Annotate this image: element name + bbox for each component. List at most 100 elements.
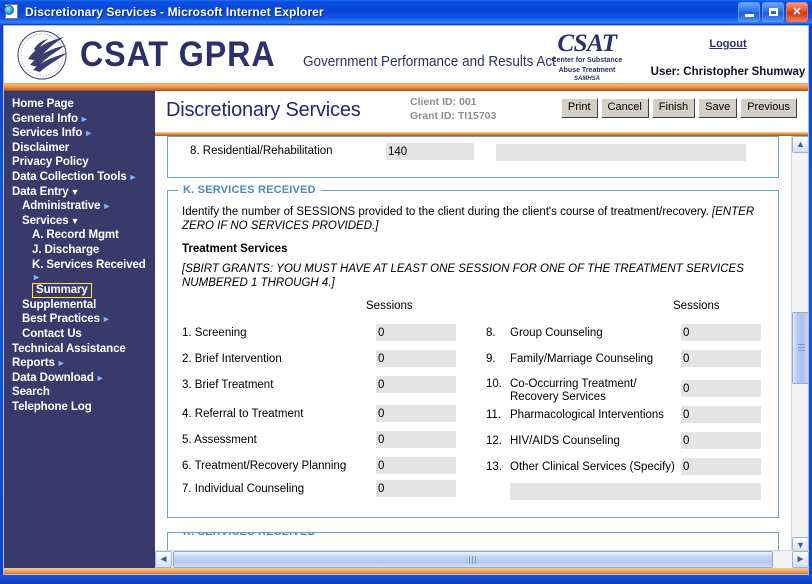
chevron-right-icon: ► <box>128 171 138 182</box>
sidebar-item-label: General Info <box>12 112 78 125</box>
user-area: Logout User: Christopher Shumway <box>649 34 807 78</box>
sidebar-item-label: Disclaimer <box>12 141 70 154</box>
sidebar-item-data-collection-tools[interactable]: Data Collection Tools ► <box>4 170 155 185</box>
field-label-family-marriage-counseling: Family/Marriage Counseling <box>510 353 654 365</box>
window-statusbar <box>0 575 812 584</box>
field-input-group-counseling[interactable] <box>681 324 761 341</box>
panel-services-received: K. SERVICES RECEIVED Identify the number… <box>167 184 779 518</box>
sidebar-item-reports[interactable]: Reports ► <box>4 356 155 371</box>
sessions-header-left: Sessions <box>366 300 413 312</box>
page-header: Discretionary Services Client ID: 001 Gr… <box>155 91 808 132</box>
chevron-down-icon: ▼ <box>70 215 80 226</box>
close-button[interactable]: ✕ <box>786 2 808 22</box>
sidebar-item-best-practices[interactable]: Best Practices ► <box>4 312 155 327</box>
field-label-other-clinical-services-specify: Other Clinical Services (Specify) <box>510 461 675 473</box>
field-number: 10. <box>486 378 502 390</box>
chevron-right-icon: ► <box>32 272 41 283</box>
sidebar-item-contact-us[interactable]: Contact Us <box>4 327 155 342</box>
sidebar-item-home-page[interactable]: Home Page <box>4 97 155 112</box>
sidebar-item-privacy-policy[interactable]: Privacy Policy <box>4 155 155 170</box>
sidebar-item-label: Privacy Policy <box>12 156 89 169</box>
scroll-left-arrow-icon[interactable]: ◄ <box>155 551 172 568</box>
panel-previous-section: 8. Residential/Rehabilitation <box>167 136 779 178</box>
instruction-plain: Identify the number of SESSIONS provided… <box>182 206 709 218</box>
chevron-right-icon: ► <box>56 358 66 369</box>
horizontal-scrollbar[interactable]: ◄ ► <box>155 550 809 568</box>
other-clinical-services-specify-input[interactable] <box>510 483 761 500</box>
sidebar-item-general-info[interactable]: General Info ► <box>4 112 155 127</box>
field-input-brief-treatment[interactable] <box>376 376 456 393</box>
sidebar-item-label: Best Practices <box>22 313 100 326</box>
sidebar-item-disclaimer[interactable]: Disclaimer <box>4 141 155 156</box>
logout-link[interactable]: Logout <box>709 38 747 50</box>
finish-button[interactable]: Finish <box>651 98 696 118</box>
sidebar-item-technical-assistance[interactable]: Technical Assistance <box>4 342 155 357</box>
sidebar-item-summary[interactable]: Summary <box>4 283 155 298</box>
residential-rehabilitation-input[interactable] <box>386 143 474 160</box>
sidebar-item-a-record-mgmt[interactable]: A. Record Mgmt <box>4 228 155 243</box>
field-input-assessment[interactable] <box>376 431 456 448</box>
field-input-referral-to-treatment[interactable] <box>376 405 456 422</box>
sidebar-item-label: K. Services Received <box>32 258 146 271</box>
instruction-text: Identify the number of SESSIONS provided… <box>182 205 764 233</box>
field-input-other-clinical-services-specify[interactable] <box>681 458 761 475</box>
scroll-right-arrow-icon[interactable]: ► <box>792 551 809 568</box>
field-number: 12. <box>486 435 502 447</box>
field-label-assessment: 5. Assessment <box>182 434 257 446</box>
minimize-button[interactable] <box>738 2 760 22</box>
print-button[interactable]: Print <box>560 98 598 118</box>
field-label-line2: Recovery Services <box>510 391 606 403</box>
sidebar-item-search[interactable]: Search <box>4 385 155 400</box>
field-input-co-occurring-treatment[interactable] <box>681 380 761 397</box>
scroll-up-arrow-icon[interactable]: ▲ <box>792 136 808 153</box>
sidebar-item-services-info[interactable]: Services Info ► <box>4 126 155 141</box>
ie-page-icon <box>4 4 20 20</box>
field-input-individual-counseling[interactable] <box>376 480 456 497</box>
field-label-pharmacological-interventions: Pharmacological Interventions <box>510 409 665 421</box>
field-label-co-occurring-treatment: Co-Occurring Treatment/ <box>510 378 637 390</box>
vertical-scroll-thumb[interactable] <box>792 312 808 384</box>
sidebar-item-data-entry[interactable]: Data Entry ▼ <box>4 185 155 200</box>
csat-seal-title: CSAT <box>557 30 617 57</box>
horizontal-scroll-thumb[interactable] <box>173 551 773 568</box>
field-input-hiv-aids-counseling[interactable] <box>681 432 761 449</box>
sidebar-item-telephone-log[interactable]: Telephone Log <box>4 400 155 415</box>
sidebar-item-label: Summary <box>32 283 92 298</box>
chevron-right-icon: ► <box>79 113 89 124</box>
sidebar-item-label: Search <box>12 386 50 399</box>
sidebar-item-j-discharge[interactable]: J. Discharge <box>4 243 155 258</box>
sidebar-item-supplemental[interactable]: Supplemental <box>4 298 155 313</box>
csat-seal-line2: Abuse Treatment <box>558 66 616 74</box>
field-input-pharmacological-interventions[interactable] <box>681 406 761 423</box>
form-scroll-region: 8. Residential/Rehabilitation K. SERVICE… <box>155 136 808 554</box>
field-input-treatment-recovery-planning[interactable] <box>376 457 456 474</box>
residential-rehabilitation-specify-input[interactable] <box>496 144 746 161</box>
sidebar-item-data-download[interactable]: Data Download ► <box>4 371 155 386</box>
grant-id-label: Grant ID: TI15703 <box>410 110 497 122</box>
field-input-brief-intervention[interactable] <box>376 350 456 367</box>
sidebar-item-label: Administrative <box>22 200 101 213</box>
sidebar-item-services[interactable]: Services ▼ <box>4 214 155 229</box>
sidebar-item-label: Data Collection Tools <box>12 170 127 183</box>
chevron-right-icon: ► <box>101 314 111 325</box>
previous-button[interactable]: Previous <box>740 98 797 118</box>
sbirt-note: [SBIRT GRANTS: YOU MUST HAVE AT LEAST ON… <box>182 263 744 289</box>
field-label-group-counseling: Group Counseling <box>510 327 603 339</box>
maximize-button[interactable] <box>762 2 784 22</box>
sidebar-item-label: Services <box>22 214 69 227</box>
save-button[interactable]: Save <box>698 98 738 118</box>
sidebar-item-administrative[interactable]: Administrative ► <box>4 199 155 214</box>
field-label-treatment-recovery-planning: 6. Treatment/Recovery Planning <box>182 460 347 472</box>
sidebar-item-k-services-received[interactable]: K. Services Received <box>4 258 155 273</box>
chevron-right-icon: ► <box>95 372 105 383</box>
brand-lockup: CSAT GPRA Government Performance and Res… <box>80 37 584 72</box>
banner-divider-stripe <box>3 83 809 91</box>
record-identifiers: Client ID: 001 Grant ID: TI15703 <box>410 95 496 123</box>
field-input-family-marriage-counseling[interactable] <box>681 350 761 367</box>
field-input-screening[interactable] <box>376 324 456 341</box>
field-label-brief-treatment: 3. Brief Treatment <box>182 379 274 391</box>
field-label-screening: 1. Screening <box>182 327 247 339</box>
vertical-scrollbar[interactable]: ▲ ▼ <box>791 136 808 554</box>
cancel-button[interactable]: Cancel <box>600 98 649 118</box>
